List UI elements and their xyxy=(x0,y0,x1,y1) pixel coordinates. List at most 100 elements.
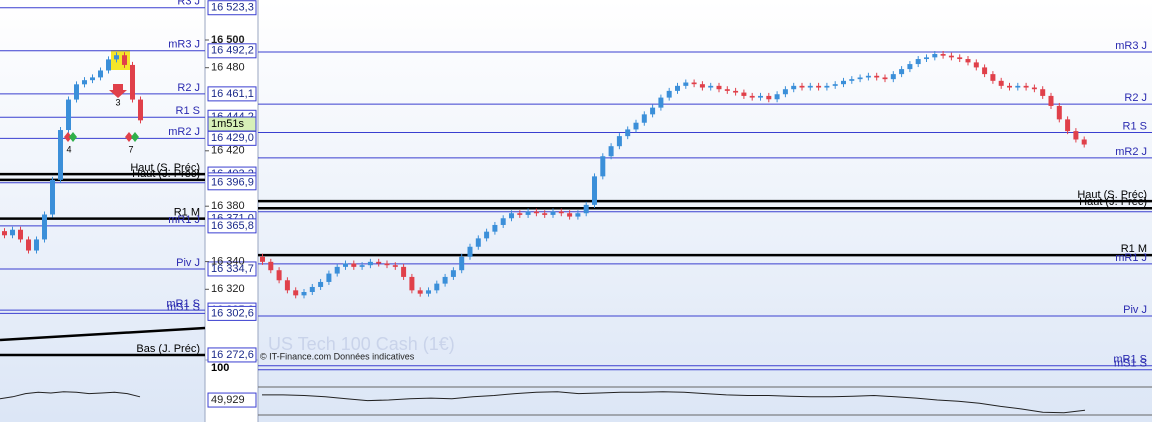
price-box-label: 16 272,6 xyxy=(211,349,254,361)
candle xyxy=(417,290,423,294)
timer-box xyxy=(207,116,257,132)
marker-label: 4 xyxy=(66,144,71,154)
price-box-label: 16 429,0 xyxy=(211,132,254,144)
candle xyxy=(2,231,7,236)
level-name: Piv J xyxy=(176,257,200,269)
candle xyxy=(982,67,988,75)
candle xyxy=(409,276,415,291)
candle xyxy=(699,84,705,88)
sell-arrow xyxy=(109,84,127,98)
candle xyxy=(666,90,672,98)
price-box xyxy=(207,0,257,16)
candle xyxy=(542,213,548,215)
candle xyxy=(716,85,722,90)
candle xyxy=(675,85,680,91)
price-tick-label: 16 500 xyxy=(211,34,245,46)
candle xyxy=(766,95,772,100)
timer: 1m51s xyxy=(211,118,245,130)
level-name: mS1 S xyxy=(167,301,200,313)
candle xyxy=(525,211,531,215)
oscillator-line xyxy=(0,391,141,400)
level-name: mR1 S xyxy=(166,298,200,310)
candle xyxy=(932,54,938,58)
price-box xyxy=(207,43,257,59)
candle xyxy=(34,239,39,251)
candle xyxy=(434,283,440,291)
candle xyxy=(18,229,23,240)
candle xyxy=(98,70,103,78)
candle xyxy=(309,286,315,293)
candle xyxy=(326,273,332,282)
source: © IT-Finance.com Données indicatives xyxy=(260,351,415,361)
level-name: mR2 J xyxy=(1115,146,1147,158)
candle xyxy=(948,55,954,58)
candle xyxy=(533,211,539,214)
candle xyxy=(1023,85,1029,88)
candle xyxy=(492,224,498,232)
candle xyxy=(517,213,523,215)
price-box xyxy=(207,218,257,234)
candle xyxy=(907,64,913,70)
candle xyxy=(608,146,614,157)
candle xyxy=(376,261,382,264)
candle xyxy=(10,229,15,236)
watermark: US Tech 100 Cash (1€) xyxy=(268,334,455,354)
candle xyxy=(276,270,282,281)
marker xyxy=(64,132,72,142)
candle xyxy=(592,176,597,205)
level-name: mS1 S xyxy=(1114,358,1147,370)
candle xyxy=(600,156,606,177)
price-box xyxy=(207,305,257,321)
candle xyxy=(359,265,365,267)
candle xyxy=(122,55,127,65)
candle xyxy=(575,213,581,217)
candle xyxy=(284,280,290,291)
candle xyxy=(567,213,573,217)
candle xyxy=(625,129,631,137)
level-name: Haut (S. Préc) xyxy=(130,162,200,174)
candle xyxy=(459,256,465,271)
price-tick-label: 16 480 xyxy=(211,62,245,74)
candle xyxy=(824,85,830,88)
candle xyxy=(641,114,647,123)
level-name: R1 S xyxy=(1123,120,1147,132)
level-name: mR3 J xyxy=(168,39,200,51)
level-name: Haut (S. Préc) xyxy=(1077,189,1147,201)
level-name: Haut (J. Préc) xyxy=(132,168,200,180)
level-name: Haut (J. Préc) xyxy=(1079,196,1147,208)
candle xyxy=(990,74,996,81)
price-box xyxy=(207,86,257,102)
candle xyxy=(318,281,324,287)
candle xyxy=(484,231,490,239)
candle xyxy=(442,276,448,284)
price-tick-label: 16 380 xyxy=(211,200,245,212)
candle xyxy=(1007,85,1012,88)
candle xyxy=(130,64,135,100)
candle xyxy=(90,77,95,81)
level-name: R1 M xyxy=(1121,243,1147,255)
candle xyxy=(82,80,87,85)
level-name: mR1 J xyxy=(168,214,200,226)
candle xyxy=(301,292,307,296)
candle xyxy=(50,179,55,215)
candle xyxy=(367,261,373,266)
price-box-label: 16 492,2 xyxy=(211,45,254,57)
detail-panel xyxy=(258,0,1152,422)
price-box-label: 16 461,1 xyxy=(211,88,254,100)
marker xyxy=(69,132,77,142)
candle xyxy=(924,57,929,60)
candle xyxy=(616,136,622,147)
candle xyxy=(658,97,664,108)
candle xyxy=(882,77,888,80)
candle xyxy=(899,69,905,75)
candle xyxy=(973,62,979,68)
candle xyxy=(1065,119,1071,132)
candle xyxy=(106,59,111,71)
price-box-label: 16 365,8 xyxy=(211,220,254,232)
candle xyxy=(509,213,514,219)
candle xyxy=(58,130,63,180)
candle xyxy=(558,211,564,214)
trend-line xyxy=(0,326,206,342)
candle xyxy=(426,290,431,294)
